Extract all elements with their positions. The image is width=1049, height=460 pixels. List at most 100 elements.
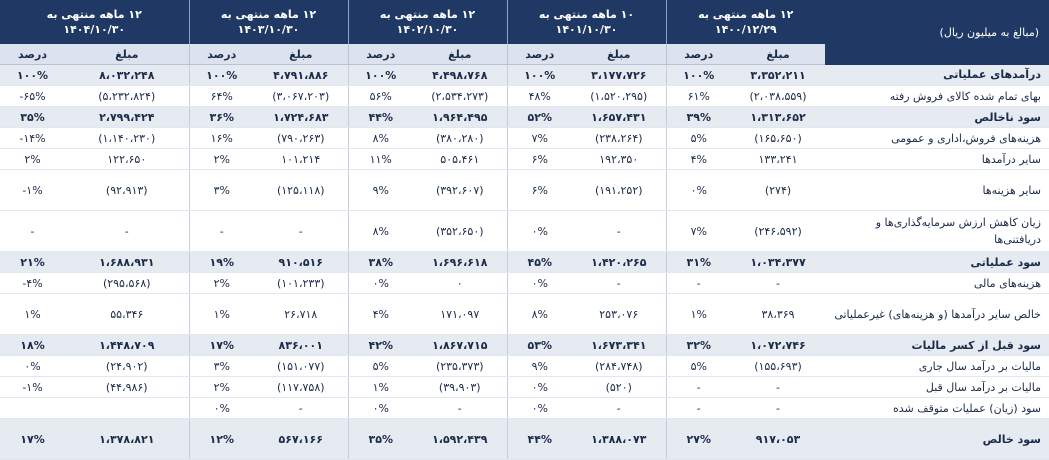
amount-column-header: مبلغ bbox=[731, 44, 825, 65]
percent-cell: ۰% bbox=[506, 210, 572, 252]
units-label: (مبالغ به میلیون ریال) bbox=[825, 0, 1049, 65]
amount-cell: ۱۰۱،۲۱۴ bbox=[254, 148, 348, 170]
row-label: بهای تمام شده کالای فروش رفته bbox=[825, 85, 1049, 107]
amount-cell: (۲۴،۹۰۲) bbox=[65, 355, 189, 377]
percent-cell: ۰% bbox=[188, 397, 254, 419]
percent-cell: ۴۵% bbox=[506, 251, 572, 273]
percent-cell: ۹% bbox=[506, 355, 572, 377]
percent-cell: ۳۵% bbox=[0, 106, 65, 128]
percent-cell: ۵۶% bbox=[347, 85, 413, 107]
amount-cell: (۵،۲۳۲،۸۲۴) bbox=[65, 85, 189, 107]
table-row: سود خالص ۹۱۷،۰۵۳ ۲۷% ۱،۳۸۸،۰۷۳ ۴۴% ۱،۵۹۲،۴۳۹ ۳… bbox=[0, 418, 1049, 460]
percent-cell: ۲% bbox=[188, 148, 254, 170]
amount-cell: (۲۷۴) bbox=[731, 169, 825, 211]
row-label: سود عملیاتی bbox=[825, 251, 1049, 273]
percent-cell: ۸% bbox=[347, 210, 413, 252]
amount-cell: ۱۲۲،۶۵۰ bbox=[65, 148, 189, 170]
percent-cell: ۰% bbox=[506, 397, 572, 419]
amount-cell: ۸۳۶،۰۰۱ bbox=[254, 334, 348, 356]
row-label: زیان کاهش ارزش سرمایه‌گذاری‌ها و دریافتن… bbox=[825, 210, 1049, 252]
table-row: سود ناخالص ۱،۳۱۳،۶۵۲ ۳۹% ۱،۶۵۷،۴۳۱ ۵۲% ۱،۹۶۴،… bbox=[0, 106, 1049, 128]
percent-cell: ۰% bbox=[506, 376, 572, 398]
percent-cell: ۰% bbox=[347, 397, 413, 419]
table-row: مالیات بر درآمد سال قبل - - (۵۲۰) ۰% (۳۹،۹۰۳)… bbox=[0, 376, 1049, 398]
table-row: سایر هزینه‌ها (۲۷۴) ۰% (۱۹۱،۲۵۲) ۶% (۳۹۲،۶۰۷)… bbox=[0, 169, 1049, 211]
amount-cell: ۳۸،۳۶۹ bbox=[731, 293, 825, 335]
amount-cell: ۱،۷۲۴،۶۸۳ bbox=[254, 106, 348, 128]
row-label: هزینه‌های مالی bbox=[825, 272, 1049, 294]
amount-cell: (۲۹۵،۵۶۸) bbox=[65, 272, 189, 294]
row-label: خالص سایر درآمدها (و هزینه‌های) غیرعملیا… bbox=[825, 293, 1049, 335]
percent-cell: ۴۴% bbox=[347, 106, 413, 128]
amount-cell: ۵۰۵،۴۶۱ bbox=[413, 148, 507, 170]
percent-cell: ۵% bbox=[665, 355, 731, 377]
amount-cell: (۲،۰۳۸،۵۵۹) bbox=[731, 85, 825, 107]
amount-cell: ۲۵۳،۰۷۶ bbox=[572, 293, 666, 335]
amount-cell bbox=[65, 397, 189, 419]
percent-cell: ۴۲% bbox=[347, 334, 413, 356]
amount-cell: (۲۴۶،۵۹۲) bbox=[731, 210, 825, 252]
period-header-row: (مبالغ به میلیون ریال) ۱۲ ماهه منتهی به ۱… bbox=[0, 0, 1049, 65]
percent-column-header: درصد bbox=[665, 44, 731, 65]
table-row: سایر درآمدها ۱۳۳،۲۴۱ ۴% ۱۹۲،۳۵۰ ۶% ۵۰۵،۴۶۱ ۱۱%… bbox=[0, 148, 1049, 170]
amount-cell: ۱،۶۸۸،۹۳۱ bbox=[65, 251, 189, 273]
amount-cell: ۱۷۱،۰۹۷ bbox=[413, 293, 507, 335]
table-row: مالیات بر درآمد سال جاری (۱۵۵،۶۹۳) ۵% (۲۸۴،… bbox=[0, 355, 1049, 377]
period-header: ۱۲ ماهه منتهی به ۱۴۰۲/۱۰/۳۰ bbox=[347, 0, 507, 44]
percent-cell: ۱۹% bbox=[188, 251, 254, 273]
amount-cell: ۴،۴۹۸،۷۶۸ bbox=[413, 64, 507, 86]
percent-cell: -۴% bbox=[0, 272, 65, 294]
table-body: درآمدهای عملیاتی ۳،۳۵۲،۲۱۱ ۱۰۰% ۳،۱۷۷،۷۲۶ ۱۰… bbox=[0, 64, 1049, 460]
percent-cell: ۳۵% bbox=[347, 418, 413, 460]
percent-cell: ۳۶% bbox=[188, 106, 254, 128]
amount-cell: ۱،۶۷۳،۳۴۱ bbox=[572, 334, 666, 356]
percent-cell: - bbox=[188, 210, 254, 252]
row-label: سایر درآمدها bbox=[825, 148, 1049, 170]
percent-cell: - bbox=[0, 210, 65, 252]
table-row: زیان کاهش ارزش سرمایه‌گذاری‌ها و دریافتن… bbox=[0, 210, 1049, 252]
amount-cell: - bbox=[65, 210, 189, 252]
amount-cell: (۵۲۰) bbox=[572, 376, 666, 398]
amount-cell: (۳،۰۶۷،۲۰۳) bbox=[254, 85, 348, 107]
percent-cell: ۸% bbox=[347, 127, 413, 149]
row-label: سود قبل از کسر مالیات bbox=[825, 334, 1049, 356]
row-label: مالیات بر درآمد سال جاری bbox=[825, 355, 1049, 377]
percent-cell: ۵۳% bbox=[506, 334, 572, 356]
amount-cell: (۳۹،۹۰۳) bbox=[413, 376, 507, 398]
percent-cell: ۲% bbox=[188, 376, 254, 398]
amount-cell: - bbox=[413, 397, 507, 419]
amount-cell: ۰ bbox=[413, 272, 507, 294]
percent-cell: ۶۱% bbox=[665, 85, 731, 107]
amount-cell: ۱،۵۹۲،۴۳۹ bbox=[413, 418, 507, 460]
percent-cell: ۴% bbox=[347, 293, 413, 335]
amount-cell: ۱،۴۴۸،۷۰۹ bbox=[65, 334, 189, 356]
percent-cell: ۱۷% bbox=[188, 334, 254, 356]
percent-cell: - bbox=[665, 272, 731, 294]
percent-cell: ۴% bbox=[665, 148, 731, 170]
amount-cell: - bbox=[731, 397, 825, 419]
percent-cell: ۰% bbox=[665, 169, 731, 211]
period-header: ۱۰ ماهه منتهی به ۱۴۰۱/۱۰/۳۰ bbox=[506, 0, 666, 44]
percent-cell: ۵۲% bbox=[506, 106, 572, 128]
amount-cell: ۲۶،۷۱۸ bbox=[254, 293, 348, 335]
amount-column-header: مبلغ bbox=[65, 44, 189, 65]
percent-cell: ۰% bbox=[347, 272, 413, 294]
percent-cell: ۸% bbox=[506, 293, 572, 335]
amount-cell: (۲،۵۳۴،۲۷۳) bbox=[413, 85, 507, 107]
amount-cell: (۲۸۴،۷۴۸) bbox=[572, 355, 666, 377]
amount-cell: ۱،۸۶۷،۷۱۵ bbox=[413, 334, 507, 356]
percent-cell: ۱۲% bbox=[188, 418, 254, 460]
amount-cell: ۱،۴۲۰،۲۶۵ bbox=[572, 251, 666, 273]
row-label: سود ناخالص bbox=[825, 106, 1049, 128]
amount-cell: - bbox=[254, 397, 348, 419]
amount-cell: (۱۶۵،۶۵۰) bbox=[731, 127, 825, 149]
amount-cell: - bbox=[731, 376, 825, 398]
amount-column-header: مبلغ bbox=[572, 44, 666, 65]
amount-cell: ۹۱۷،۰۵۳ bbox=[731, 418, 825, 460]
amount-cell: ۱،۳۷۸،۸۲۱ bbox=[65, 418, 189, 460]
percent-cell: ۱% bbox=[665, 293, 731, 335]
table-row: سود قبل از کسر مالیات ۱،۰۷۲،۷۴۶ ۳۲% ۱،۶۷۳،۳… bbox=[0, 334, 1049, 356]
amount-cell: - bbox=[572, 397, 666, 419]
amount-cell: ۵۶۷،۱۶۶ bbox=[254, 418, 348, 460]
amount-cell: ۱،۳۸۸،۰۷۳ bbox=[572, 418, 666, 460]
